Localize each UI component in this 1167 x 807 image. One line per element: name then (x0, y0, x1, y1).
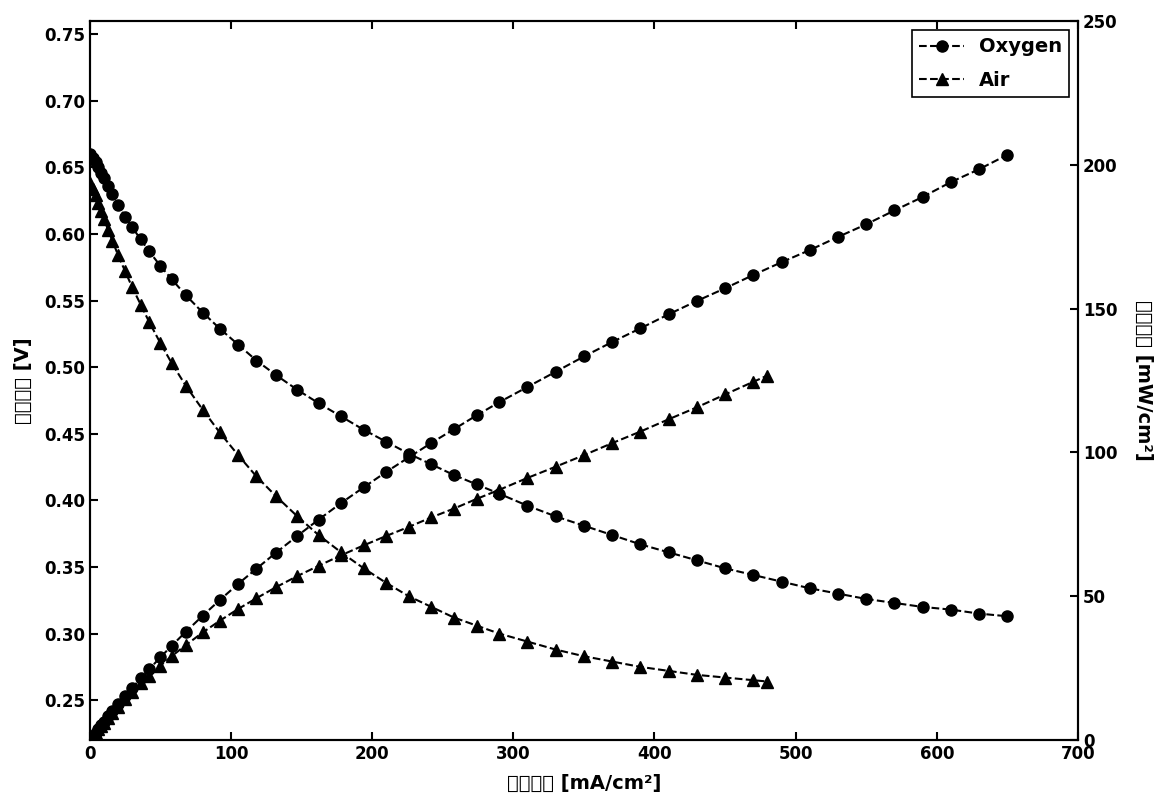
Oxygen (831, 589, 845, 599)
Air (270, 491, 284, 501)
Oxygen (916, 602, 930, 612)
Air (334, 547, 348, 557)
Oxygen (91, 162, 105, 172)
Oxygen (212, 324, 226, 333)
Air (165, 358, 179, 368)
Oxygen (134, 235, 148, 245)
Oxygen (447, 470, 461, 480)
Oxygen (690, 555, 704, 565)
Air (83, 178, 97, 188)
Air (761, 677, 775, 687)
Oxygen (102, 182, 116, 191)
Air (357, 563, 371, 573)
Oxygen (118, 212, 132, 222)
Air (196, 405, 210, 415)
Air (89, 190, 103, 200)
Oxygen (492, 489, 506, 499)
Air (401, 592, 415, 601)
Oxygen (1000, 612, 1014, 621)
Air (231, 450, 245, 460)
Oxygen (803, 583, 817, 593)
Air (97, 215, 111, 224)
Oxygen (291, 385, 305, 395)
Air (142, 317, 156, 327)
Air (125, 282, 139, 292)
Air (576, 651, 591, 661)
Air (662, 666, 676, 675)
Oxygen (85, 153, 99, 163)
Oxygen (469, 479, 483, 489)
Oxygen (379, 437, 393, 446)
Air (111, 250, 125, 260)
Oxygen (95, 168, 109, 178)
Oxygen (859, 594, 873, 604)
Oxygen (634, 540, 648, 550)
Oxygen (606, 530, 620, 540)
Oxygen (520, 501, 534, 511)
Oxygen (775, 577, 789, 587)
Oxygen (179, 291, 193, 300)
Air (718, 673, 732, 683)
Air (447, 613, 461, 622)
Y-axis label: 功率密度 [mW/cm²]: 功率密度 [mW/cm²] (1134, 300, 1153, 461)
Air (250, 471, 264, 481)
Air (746, 675, 760, 685)
Air (95, 207, 109, 216)
Air (105, 236, 119, 245)
Line: Oxygen: Oxygen (84, 148, 1013, 622)
Oxygen (312, 399, 326, 408)
Oxygen (111, 200, 125, 210)
Air (153, 338, 167, 348)
Oxygen (105, 189, 119, 199)
Oxygen (662, 547, 676, 557)
Air (91, 199, 105, 208)
Oxygen (944, 604, 958, 614)
Legend: Oxygen, Air: Oxygen, Air (911, 30, 1069, 97)
Air (179, 381, 193, 391)
Air (492, 629, 506, 638)
X-axis label: 电流密度 [mA/cm²]: 电流密度 [mA/cm²] (506, 774, 661, 793)
Air (548, 645, 562, 654)
Oxygen (153, 261, 167, 271)
Air (379, 578, 393, 587)
Oxygen (548, 512, 562, 521)
Line: Air: Air (84, 178, 773, 687)
Air (291, 512, 305, 521)
Oxygen (718, 563, 732, 573)
Oxygen (142, 246, 156, 256)
Air (85, 184, 99, 194)
Air (212, 428, 226, 437)
Oxygen (334, 412, 348, 421)
Oxygen (270, 370, 284, 380)
Oxygen (250, 356, 264, 366)
Oxygen (401, 449, 415, 458)
Air (425, 602, 439, 612)
Oxygen (357, 425, 371, 435)
Air (312, 530, 326, 540)
Oxygen (576, 521, 591, 530)
Air (134, 299, 148, 309)
Air (102, 225, 116, 235)
Air (634, 662, 648, 671)
Air (520, 637, 534, 646)
Air (469, 621, 483, 630)
Oxygen (972, 608, 986, 618)
Oxygen (165, 274, 179, 284)
Air (118, 266, 132, 276)
Y-axis label: 电池电压 [V]: 电池电压 [V] (14, 337, 33, 424)
Oxygen (196, 307, 210, 317)
Air (690, 670, 704, 679)
Oxygen (425, 459, 439, 469)
Oxygen (887, 598, 901, 608)
Oxygen (125, 223, 139, 232)
Air (606, 657, 620, 667)
Oxygen (746, 570, 760, 579)
Oxygen (83, 149, 97, 159)
Oxygen (97, 174, 111, 183)
Oxygen (231, 340, 245, 349)
Oxygen (89, 157, 103, 167)
